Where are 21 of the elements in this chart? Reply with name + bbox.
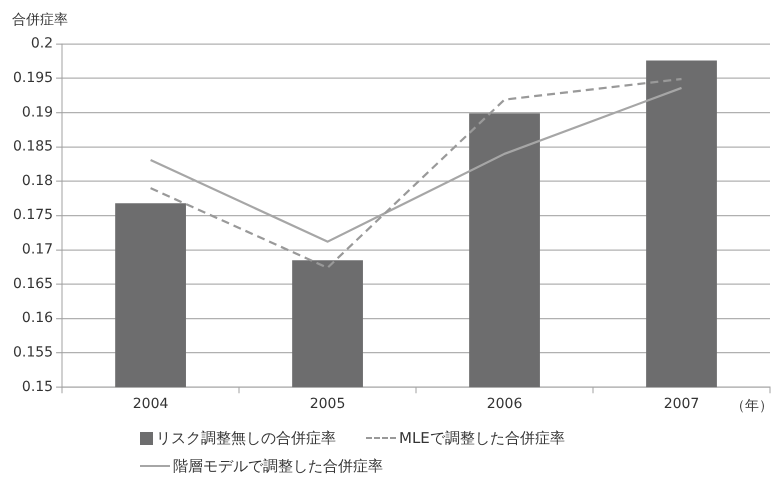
y-axis-title: 合併症率 (12, 12, 68, 28)
y-tick-label: 0.175 (12, 207, 54, 224)
y-tick-label: 0.195 (12, 70, 54, 86)
legend-label: リスク調整無しの合併症率 (156, 428, 336, 448)
y-tick-label: 0.165 (12, 276, 54, 292)
y-tick-label: 0.16 (22, 310, 54, 326)
x-tick-label: 2007 (664, 396, 700, 412)
line-series (149, 78, 683, 269)
y-tick-label: 0.155 (12, 344, 54, 361)
x-axis-title: （年） (731, 398, 773, 414)
y-tick-label: 0.17 (22, 242, 54, 258)
y-tick-label: 0.185 (12, 138, 54, 155)
y-tick-label: 0.15 (22, 378, 54, 395)
y-tick-label: 0.19 (22, 104, 54, 120)
y-tick-label: 0.18 (22, 172, 54, 189)
x-tick-label: 2006 (486, 396, 522, 412)
x-tick-label: 2005 (310, 396, 346, 412)
y-tick-label: 0.2 (30, 36, 54, 52)
x-tick-label: 2004 (132, 396, 168, 412)
legend-label: 階層モデルで調整した合併症率 (173, 456, 383, 476)
legend-label: MLEで調整した合併症率 (399, 428, 565, 448)
